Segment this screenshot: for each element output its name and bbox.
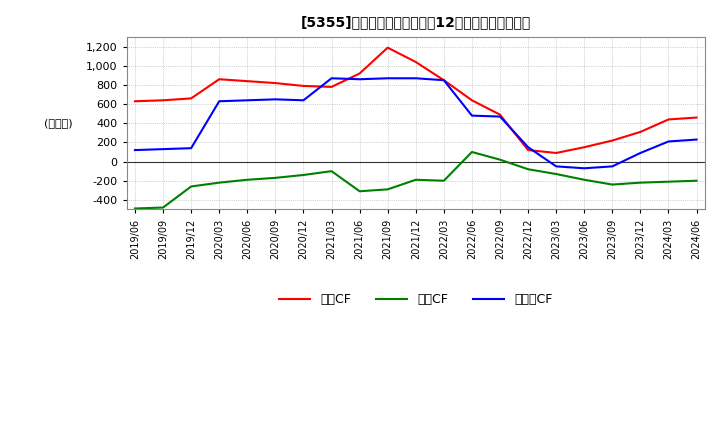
投資CF (215, 180, 223, 185)
営業CF (158, 98, 167, 103)
営業CF (636, 129, 644, 135)
投資CF (327, 169, 336, 174)
投資CF (552, 172, 560, 177)
フリーCF (580, 165, 588, 171)
営業CF (523, 147, 532, 153)
フリーCF (327, 76, 336, 81)
投資CF (608, 182, 616, 187)
営業CF (467, 98, 476, 103)
投資CF (580, 177, 588, 183)
フリーCF (158, 147, 167, 152)
営業CF (186, 96, 195, 101)
営業CF (271, 81, 279, 86)
フリーCF (467, 113, 476, 118)
フリーCF (439, 77, 448, 83)
フリーCF (215, 99, 223, 104)
投資CF (664, 179, 672, 184)
フリーCF (383, 76, 392, 81)
投資CF (383, 187, 392, 192)
フリーCF (130, 147, 139, 153)
Legend: 営業CF, 投資CF, フリーCF: 営業CF, 投資CF, フリーCF (274, 288, 558, 311)
営業CF (355, 71, 364, 76)
営業CF (383, 45, 392, 50)
Line: フリーCF: フリーCF (135, 78, 696, 168)
営業CF (495, 112, 504, 117)
投資CF (692, 178, 701, 183)
投資CF (130, 206, 139, 211)
Y-axis label: (百万円): (百万円) (44, 118, 73, 128)
Line: 投資CF: 投資CF (135, 152, 696, 209)
営業CF (215, 77, 223, 82)
投資CF (158, 205, 167, 210)
投資CF (495, 157, 504, 162)
投資CF (299, 172, 307, 178)
投資CF (271, 175, 279, 180)
フリーCF (664, 139, 672, 144)
営業CF (580, 145, 588, 150)
投資CF (636, 180, 644, 185)
フリーCF (271, 97, 279, 102)
フリーCF (355, 77, 364, 82)
営業CF (692, 115, 701, 120)
営業CF (130, 99, 139, 104)
営業CF (552, 150, 560, 156)
フリーCF (411, 76, 420, 81)
フリーCF (523, 145, 532, 150)
投資CF (411, 177, 420, 183)
営業CF (299, 83, 307, 88)
投資CF (355, 189, 364, 194)
フリーCF (636, 150, 644, 156)
Line: 営業CF: 営業CF (135, 48, 696, 153)
投資CF (243, 177, 251, 183)
フリーCF (243, 98, 251, 103)
投資CF (186, 184, 195, 189)
営業CF (243, 78, 251, 84)
営業CF (411, 59, 420, 65)
フリーCF (299, 98, 307, 103)
投資CF (467, 149, 476, 154)
フリーCF (186, 146, 195, 151)
営業CF (608, 138, 616, 143)
フリーCF (495, 114, 504, 119)
フリーCF (692, 137, 701, 142)
営業CF (664, 117, 672, 122)
営業CF (439, 77, 448, 83)
フリーCF (608, 164, 616, 169)
フリーCF (552, 164, 560, 169)
投資CF (523, 167, 532, 172)
Title: [5355]　キャッシュフローの12か月移動合計の推移: [5355] キャッシュフローの12か月移動合計の推移 (301, 15, 531, 29)
投資CF (439, 178, 448, 183)
営業CF (327, 84, 336, 89)
